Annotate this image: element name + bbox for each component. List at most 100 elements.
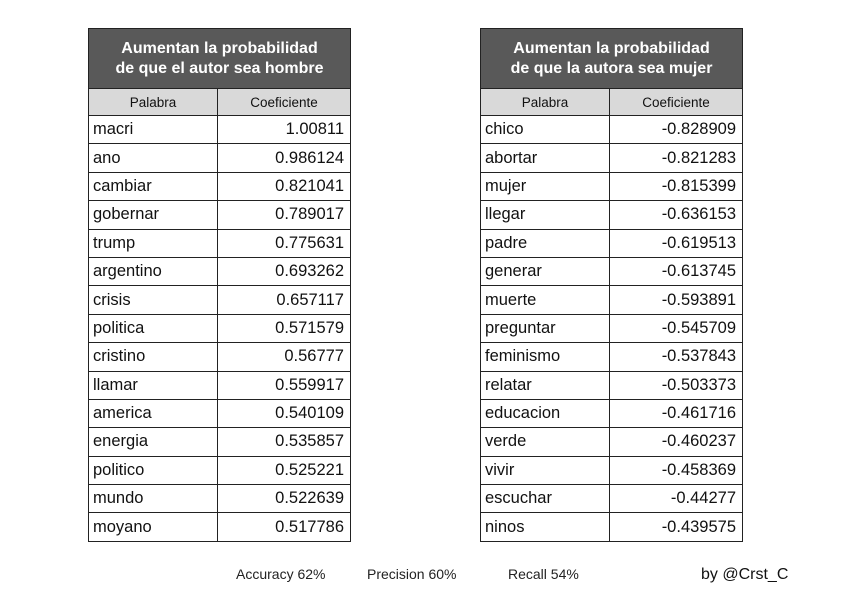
table-row: escuchar -0.44277 bbox=[480, 484, 744, 514]
table-row: gobernar 0.789017 bbox=[88, 200, 351, 230]
table-row: relatar -0.503373 bbox=[480, 370, 744, 400]
coefficient-cell: 0.986124 bbox=[217, 143, 351, 173]
column-header-word: Palabra bbox=[88, 88, 218, 116]
column-header-word: Palabra bbox=[480, 88, 610, 116]
male-words-table: Aumentan la probabilidad de que el autor… bbox=[88, 28, 351, 542]
coefficient-cell: 0.540109 bbox=[217, 398, 351, 429]
table-row: cambiar 0.821041 bbox=[88, 171, 351, 202]
word-cell: gobernar bbox=[88, 200, 218, 230]
word-cell: argentino bbox=[88, 256, 218, 287]
table-row: mujer -0.815399 bbox=[480, 171, 744, 202]
word-cell: mundo bbox=[88, 484, 218, 514]
coefficient-cell: -0.815399 bbox=[608, 171, 744, 202]
word-cell: llamar bbox=[88, 370, 218, 400]
coefficient-cell: 0.535857 bbox=[217, 427, 351, 457]
table-row: politico 0.525221 bbox=[88, 455, 351, 486]
word-cell: preguntar bbox=[480, 313, 610, 344]
table-row: ninos -0.439575 bbox=[480, 512, 744, 542]
coefficient-cell: -0.503373 bbox=[608, 370, 744, 400]
table-row: america 0.540109 bbox=[88, 398, 351, 429]
word-cell: relatar bbox=[480, 370, 610, 400]
table-row: educacion -0.461716 bbox=[480, 398, 744, 429]
coefficient-cell: -0.439575 bbox=[608, 512, 744, 542]
table-row: abortar -0.821283 bbox=[480, 143, 744, 173]
coefficient-cell: 0.789017 bbox=[217, 200, 351, 230]
table-row: crisis 0.657117 bbox=[88, 285, 351, 315]
author-credit: by @Crst_C bbox=[701, 566, 789, 583]
coefficient-cell: -0.458369 bbox=[608, 455, 744, 486]
table-row: moyano 0.517786 bbox=[88, 512, 351, 542]
word-cell: politica bbox=[88, 313, 218, 344]
table-row: llegar -0.636153 bbox=[480, 200, 744, 230]
table-row: llamar 0.559917 bbox=[88, 370, 351, 400]
table-title-line2: de que la autora sea mujer bbox=[510, 59, 713, 77]
word-cell: america bbox=[88, 398, 218, 429]
table-row: verde -0.460237 bbox=[480, 427, 744, 457]
word-cell: padre bbox=[480, 228, 610, 258]
coefficient-cell: -0.619513 bbox=[608, 228, 744, 258]
table-title-line2: de que el autor sea hombre bbox=[115, 59, 324, 77]
table-row: argentino 0.693262 bbox=[88, 256, 351, 287]
word-cell: trump bbox=[88, 228, 218, 258]
word-cell: verde bbox=[480, 427, 610, 457]
word-cell: chico bbox=[480, 114, 610, 145]
coefficient-cell: -0.593891 bbox=[608, 285, 744, 315]
coefficient-cell: -0.828909 bbox=[608, 114, 744, 145]
coefficient-cell: 0.559917 bbox=[217, 370, 351, 400]
word-cell: crisis bbox=[88, 285, 218, 315]
recall-metric: Recall 54% bbox=[508, 566, 579, 582]
word-cell: ninos bbox=[480, 512, 610, 542]
coefficient-cell: 1.00811 bbox=[217, 114, 351, 145]
table-row: cristino 0.56777 bbox=[88, 342, 351, 372]
word-cell: politico bbox=[88, 455, 218, 486]
word-cell: cristino bbox=[88, 342, 218, 372]
coefficient-cell: 0.657117 bbox=[217, 285, 351, 315]
table-row: muerte -0.593891 bbox=[480, 285, 744, 315]
accuracy-metric: Accuracy 62% bbox=[236, 566, 326, 582]
word-cell: educacion bbox=[480, 398, 610, 429]
coefficient-cell: -0.460237 bbox=[608, 427, 744, 457]
table-title-line1: Aumentan la probabilidad bbox=[121, 39, 318, 57]
coefficient-cell: -0.537843 bbox=[608, 342, 744, 372]
coefficient-cell: 0.525221 bbox=[217, 455, 351, 486]
word-cell: ano bbox=[88, 143, 218, 173]
female-words-table: Aumentan la probabilidad de que la autor… bbox=[479, 28, 744, 542]
precision-metric: Precision 60% bbox=[367, 566, 457, 582]
coefficient-cell: 0.56777 bbox=[217, 342, 351, 372]
column-header-coefficient: Coeficiente bbox=[608, 88, 744, 116]
coefficient-cell: 0.821041 bbox=[217, 171, 351, 202]
word-cell: macri bbox=[88, 114, 218, 145]
word-cell: generar bbox=[480, 256, 610, 287]
table-row: mundo 0.522639 bbox=[88, 484, 351, 514]
word-cell: escuchar bbox=[480, 484, 610, 514]
table-title: Aumentan la probabilidad de que la autor… bbox=[479, 28, 744, 89]
table-row: macri 1.00811 bbox=[88, 114, 351, 145]
coefficient-cell: -0.636153 bbox=[608, 200, 744, 230]
coefficient-cell: -0.461716 bbox=[608, 398, 744, 429]
coefficient-cell: 0.775631 bbox=[217, 228, 351, 258]
table-row: vivir -0.458369 bbox=[480, 455, 744, 486]
word-cell: cambiar bbox=[88, 171, 218, 202]
table-row: preguntar -0.545709 bbox=[480, 313, 744, 344]
word-cell: vivir bbox=[480, 455, 610, 486]
word-cell: energia bbox=[88, 427, 218, 457]
word-cell: llegar bbox=[480, 200, 610, 230]
table-row: politica 0.571579 bbox=[88, 313, 351, 344]
table-title: Aumentan la probabilidad de que el autor… bbox=[88, 28, 351, 89]
table-row: padre -0.619513 bbox=[480, 228, 744, 258]
table-row: ano 0.986124 bbox=[88, 143, 351, 173]
word-cell: muerte bbox=[480, 285, 610, 315]
word-cell: abortar bbox=[480, 143, 610, 173]
table-row: trump 0.775631 bbox=[88, 228, 351, 258]
table-row: feminismo -0.537843 bbox=[480, 342, 744, 372]
word-cell: mujer bbox=[480, 171, 610, 202]
coefficient-cell: -0.44277 bbox=[608, 484, 744, 514]
coefficient-cell: -0.821283 bbox=[608, 143, 744, 173]
coefficient-cell: 0.693262 bbox=[217, 256, 351, 287]
table-title-line1: Aumentan la probabilidad bbox=[513, 39, 710, 57]
coefficient-cell: 0.517786 bbox=[217, 512, 351, 542]
coefficient-cell: -0.613745 bbox=[608, 256, 744, 287]
table-row: chico -0.828909 bbox=[480, 114, 744, 145]
column-header-coefficient: Coeficiente bbox=[217, 88, 351, 116]
word-cell: feminismo bbox=[480, 342, 610, 372]
